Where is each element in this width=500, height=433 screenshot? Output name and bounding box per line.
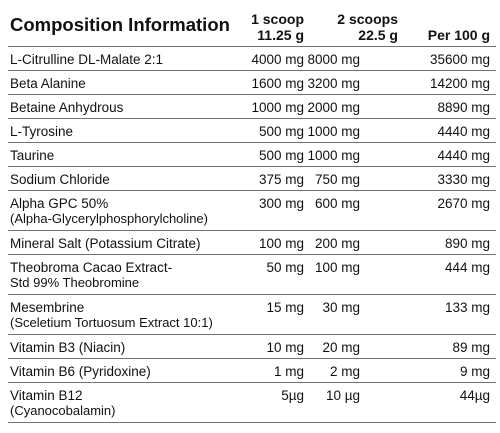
row-label: Theobroma Cacao Extract- [10, 260, 172, 275]
cell-value: 890 mg [445, 236, 490, 251]
cell-value: 375 mg [259, 172, 304, 187]
cell-value: 300 mg [259, 196, 304, 211]
cell-value: 500 mg [259, 148, 304, 163]
row-label: Taurine [10, 148, 54, 163]
row-label: Std 99% Theobromine [10, 275, 139, 290]
cell-value: 4000 mg [251, 52, 304, 67]
row-label: (Sceletium Tortuosum Extract 10:1) [10, 315, 213, 330]
column-header: 11.25 g [257, 27, 304, 43]
column-header: 2 scoops [337, 11, 398, 27]
cell-value: 3330 mg [437, 172, 490, 187]
cell-value: 3200 mg [307, 76, 360, 91]
cell-value: 2 mg [330, 364, 360, 379]
cell-value: 44µg [460, 388, 490, 403]
row-label: Betaine Anhydrous [10, 100, 124, 115]
cell-value: 10 mg [266, 340, 304, 355]
cell-value: 20 mg [322, 340, 360, 355]
row-label: Beta Alanine [10, 76, 86, 91]
row-label: Alpha GPC 50% [10, 196, 108, 211]
row-label: Vitamin B6 (Pyridoxine) [10, 364, 151, 379]
cell-value: 50 mg [266, 260, 304, 275]
cell-value: 89 mg [452, 340, 490, 355]
row-label: Vitamin B3 (Niacin) [10, 340, 125, 355]
cell-value: 1000 mg [307, 124, 360, 139]
cell-value: 444 mg [445, 260, 490, 275]
cell-value: 35600 mg [430, 52, 490, 67]
cell-value: 8890 mg [437, 100, 490, 115]
row-label: (Alpha-Glycerylphosphorylcholine) [10, 211, 208, 226]
column-header: 22.5 g [358, 27, 398, 43]
cell-value: 600 mg [315, 196, 360, 211]
cell-value: 5µg [281, 388, 304, 403]
row-label: Mineral Salt (Potassium Citrate) [10, 236, 201, 251]
cell-value: 9 mg [460, 364, 490, 379]
cell-value: 100 mg [259, 236, 304, 251]
cell-value: 1000 mg [307, 148, 360, 163]
cell-value: 14200 mg [430, 76, 490, 91]
row-label: Vitamin B12 [10, 388, 83, 403]
cell-value: 1 mg [274, 364, 304, 379]
cell-value: 15 mg [266, 300, 304, 315]
row-label: L-Citrulline DL-Malate 2:1 [10, 52, 163, 67]
cell-value: 200 mg [315, 236, 360, 251]
cell-value: 30 mg [322, 300, 360, 315]
cell-value: 100 mg [315, 260, 360, 275]
cell-value: 8000 mg [307, 52, 360, 67]
cell-value: 133 mg [445, 300, 490, 315]
cell-value: 4440 mg [437, 124, 490, 139]
column-header: Per 100 g [428, 27, 490, 43]
row-label: (Cyanocobalamin) [10, 403, 116, 418]
row-label: Mesembrine [10, 300, 84, 315]
cell-value: 750 mg [315, 172, 360, 187]
cell-value: 1600 mg [251, 76, 304, 91]
cell-value: 2670 mg [437, 196, 490, 211]
cell-value: 500 mg [259, 124, 304, 139]
cell-value: 1000 mg [251, 100, 304, 115]
cell-value: 2000 mg [307, 100, 360, 115]
cell-value: 10 µg [326, 388, 360, 403]
row-label: L-Tyrosine [10, 124, 73, 139]
column-header: 1 scoop [251, 11, 304, 27]
cell-value: 4440 mg [437, 148, 490, 163]
row-label: Sodium Chloride [10, 172, 110, 187]
table-title: Composition Information [10, 14, 230, 35]
